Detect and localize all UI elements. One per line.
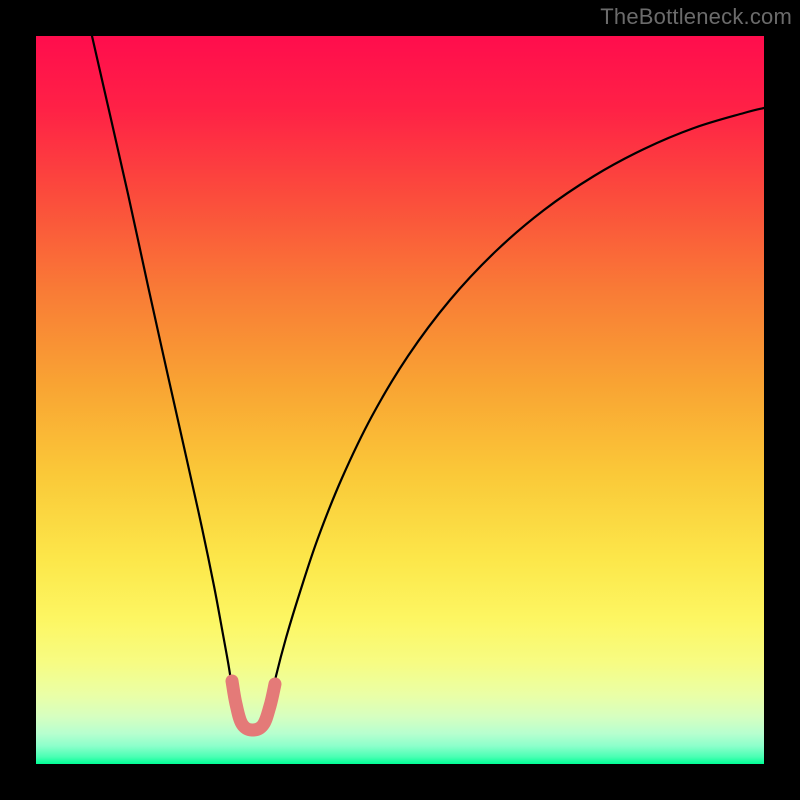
chart-svg	[36, 36, 764, 764]
watermark-text: TheBottleneck.com	[600, 4, 792, 30]
plot-area	[36, 36, 764, 764]
gradient-background	[36, 36, 764, 764]
